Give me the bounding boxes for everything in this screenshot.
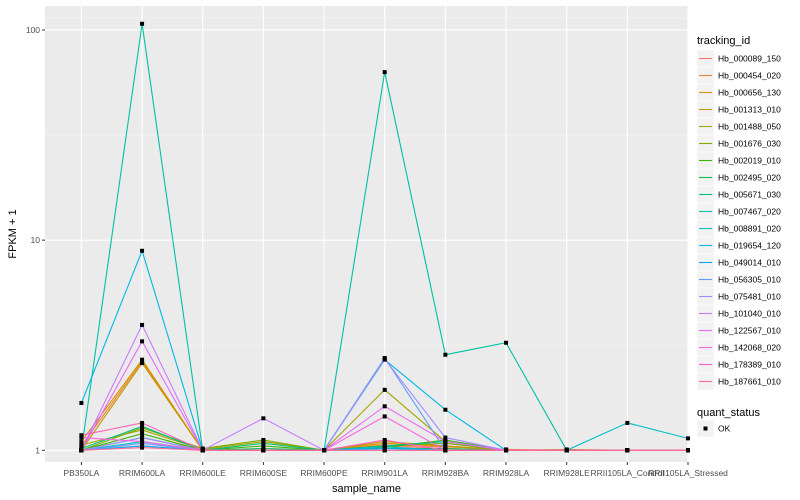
data-point	[140, 339, 145, 344]
legend-label: Hb_122567_010	[718, 326, 781, 336]
data-point	[382, 414, 387, 419]
legend-label: Hb_001313_010	[718, 105, 781, 115]
status-legend: OK	[696, 419, 731, 438]
data-point	[140, 361, 145, 366]
legend-label: Hb_002495_020	[718, 173, 781, 183]
legend-label: Hb_178389_010	[718, 360, 781, 370]
data-point	[79, 439, 84, 444]
data-point	[443, 407, 448, 412]
x-tick-label: RRIM928LA	[483, 468, 530, 478]
data-point	[261, 437, 266, 442]
y-tick-label: 10	[31, 235, 41, 245]
status-legend-marker	[703, 426, 708, 431]
data-point	[140, 439, 145, 444]
data-point	[79, 435, 84, 440]
data-point	[625, 420, 630, 425]
data-point	[443, 435, 448, 440]
y-axis-title: FPKM + 1	[7, 209, 19, 258]
x-tick-label: PB350LA	[63, 468, 99, 478]
x-tick-label: RRIM600SE	[240, 468, 288, 478]
legend-label: Hb_049014_010	[718, 258, 781, 268]
data-point	[261, 416, 266, 421]
legend: Hb_000089_150 Hb_000454_020 Hb_000656_130 H…	[696, 49, 781, 391]
legend-label: Hb_000656_130	[718, 88, 781, 98]
data-point	[79, 433, 84, 438]
data-point	[625, 448, 630, 453]
data-point	[382, 404, 387, 409]
data-point	[140, 424, 145, 429]
legend-label: Hb_187661_010	[718, 377, 781, 387]
legend-label: Hb_075481_010	[718, 292, 781, 302]
data-point	[140, 357, 145, 362]
legend-label: Hb_008891_020	[718, 224, 781, 234]
x-tick-label: RRIM928LE	[544, 468, 591, 478]
data-point	[443, 439, 448, 444]
data-point	[443, 448, 448, 453]
legend-label: Hb_001676_030	[718, 139, 781, 149]
legend-label: Hb_000089_150	[718, 54, 781, 64]
y-tick-label: 1	[35, 445, 40, 455]
data-point	[443, 352, 448, 357]
legend-label: Hb_142068_020	[718, 343, 781, 353]
plot-panel	[45, 6, 688, 462]
data-point	[200, 448, 205, 453]
data-point	[140, 435, 145, 440]
data-point	[322, 448, 327, 453]
data-point	[504, 448, 509, 453]
data-point	[382, 356, 387, 361]
legend-label: Hb_101040_010	[718, 309, 781, 319]
data-point	[382, 448, 387, 453]
x-tick-label: RRIM600LE	[180, 468, 227, 478]
x-tick-label: RRIM600PE	[300, 468, 348, 478]
x-tick-label: RRII105LA_Stressed	[648, 468, 728, 478]
data-point	[140, 322, 145, 327]
data-point	[564, 448, 569, 453]
data-point	[261, 441, 266, 446]
data-point	[79, 443, 84, 448]
data-point	[79, 400, 84, 405]
legend-label: Hb_002019_010	[718, 156, 781, 166]
data-point	[261, 443, 266, 448]
legend-label: Hb_019654_120	[718, 241, 781, 251]
data-point	[382, 387, 387, 392]
data-point	[140, 420, 145, 425]
legend-label: Hb_005671_030	[718, 190, 781, 200]
x-tick-label: RRIM901LA	[362, 468, 409, 478]
y-tick-label: 100	[26, 25, 40, 35]
data-point	[140, 21, 145, 26]
data-point	[140, 427, 145, 432]
data-point	[261, 448, 266, 453]
x-tick-label: RRII105LA_Control	[590, 468, 664, 478]
data-point	[382, 70, 387, 75]
data-point	[140, 431, 145, 436]
x-tick-label: RRIM600LA	[119, 468, 166, 478]
data-point	[382, 437, 387, 442]
x-tick-label: RRIM928BA	[422, 468, 470, 478]
y-axis: 1 10 100	[26, 25, 45, 455]
legend-title: tracking_id	[697, 35, 750, 47]
data-points	[79, 21, 690, 453]
data-point	[443, 443, 448, 448]
data-point	[140, 248, 145, 253]
legend-label: Hb_000454_020	[718, 71, 781, 81]
data-point	[140, 445, 145, 450]
x-axis-title: sample_name	[332, 483, 401, 495]
legend-label: Hb_056305_010	[718, 275, 781, 285]
data-point	[79, 448, 84, 453]
legend-label: Hb_007467_020	[718, 207, 781, 217]
status-legend-label: OK	[718, 424, 731, 434]
data-point	[686, 436, 690, 441]
data-point	[686, 448, 690, 453]
x-axis: PB350LA RRIM600LA RRIM600LE RRIM600SE RRIM60…	[63, 462, 728, 478]
data-point	[504, 340, 509, 345]
legend-label: Hb_001488_050	[718, 122, 781, 132]
status-legend-title: quant_status	[697, 407, 760, 419]
